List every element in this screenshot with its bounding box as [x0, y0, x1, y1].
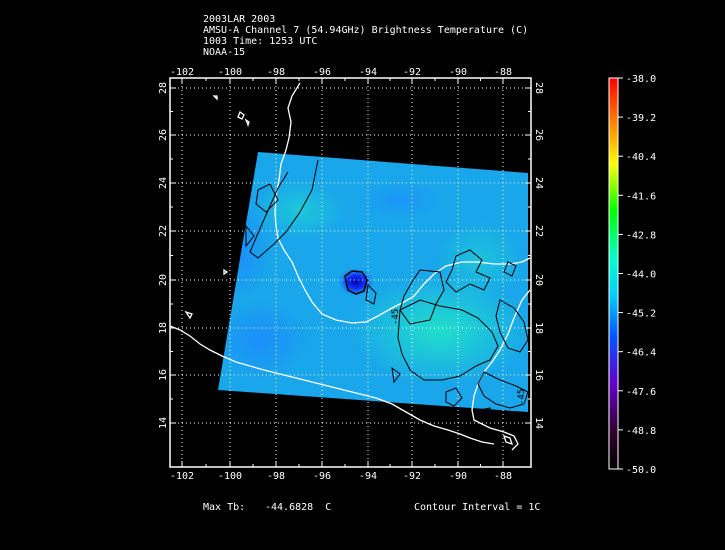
lat-tick-label: 28 [533, 82, 544, 94]
lon-tick-label: -88 [494, 67, 512, 78]
colorbar-tick-label: -38.0 [626, 74, 656, 85]
plot-frame [169, 77, 532, 468]
lon-tick-label: -88 [494, 471, 512, 482]
colorbar-tick-label: -45.2 [626, 309, 656, 320]
lon-tick-label: -94 [359, 67, 377, 78]
title-line-4: NOAA-15 [203, 47, 246, 58]
lat-tick-label: 18 [158, 322, 169, 334]
lat-tick-label: 20 [533, 274, 544, 286]
lat-tick-label: 24 [533, 177, 544, 189]
lon-tick-label: -100 [218, 471, 242, 482]
lat-lon-grid [170, 78, 531, 467]
max-tb-label: Max Tb: [203, 502, 246, 513]
lat-tick-label: 26 [158, 129, 169, 141]
lon-tick-label: -96 [313, 67, 331, 78]
colorbar-tick-label: -39.2 [626, 113, 656, 124]
lat-tick-label: 18 [533, 322, 544, 334]
max-tb-value: -44.6828 C [265, 502, 332, 513]
lat-tick-label: 22 [533, 225, 544, 237]
contour-label: -45 [517, 389, 527, 405]
title-line-1: 2003LAR 2003 [203, 14, 276, 25]
lat-tick-label: 22 [158, 225, 169, 237]
lat-tick-label: 14 [533, 417, 544, 429]
lat-tick-label: 14 [158, 417, 169, 429]
colorbar-tick-label: -47.6 [626, 387, 656, 398]
colorbar-labels: -38.0 -39.2 -40.4 -41.6 -42.8 -44.0 -45.2 -46.4… [618, 74, 656, 476]
colorbar-tick-label: -41.6 [626, 191, 656, 202]
lon-tick-label: -90 [449, 67, 467, 78]
colorbar-tick-label: -48.8 [626, 426, 656, 437]
lat-tick-label: 20 [158, 274, 169, 286]
lon-tick-label: -90 [449, 471, 467, 482]
colorbar-tick-label: -50.0 [626, 465, 656, 476]
lon-tick-label: -98 [267, 67, 285, 78]
colorbar-tick-label: -44.0 [626, 270, 656, 281]
colorbar-gradient [608, 77, 619, 470]
lon-tick-label: -102 [170, 471, 194, 482]
lat-tick-label: 24 [158, 177, 169, 189]
lon-tick-label: -98 [267, 471, 285, 482]
contour-label: -45 [391, 309, 401, 325]
lon-tick-label: -102 [170, 67, 194, 78]
colorbar-tick-label: -40.4 [626, 152, 656, 163]
lat-tick-label: 28 [158, 82, 169, 94]
lon-tick-label: -94 [359, 471, 377, 482]
temperature-contours [245, 159, 529, 423]
lon-tick-label: -92 [403, 471, 421, 482]
title-line-3: 1003 Time: 1253 UTC [203, 36, 318, 47]
axis-tick-labels: -102 -102 -100 -100 -98 -98 -96 -96 -94 -94 -92 -92… [158, 67, 544, 482]
colorbar: -38.0 -39.2 -40.4 -41.6 -42.8 -44.0 -45.2 -46.4… [608, 74, 656, 476]
lon-tick-label: -100 [218, 67, 242, 78]
colorbar-tick-label: -42.8 [626, 230, 656, 241]
lat-tick-label: 16 [158, 369, 169, 381]
lon-tick-label: -96 [313, 471, 331, 482]
colorbar-tick-label: -46.4 [626, 348, 656, 359]
lat-tick-label: 16 [533, 369, 544, 381]
lon-tick-label: -92 [403, 67, 421, 78]
contour-interval: Contour Interval = 1C [414, 502, 541, 513]
title-line-2: AMSU-A Channel 7 (54.94GHz) Brightness T… [203, 25, 529, 36]
lat-tick-label: 26 [533, 129, 544, 141]
